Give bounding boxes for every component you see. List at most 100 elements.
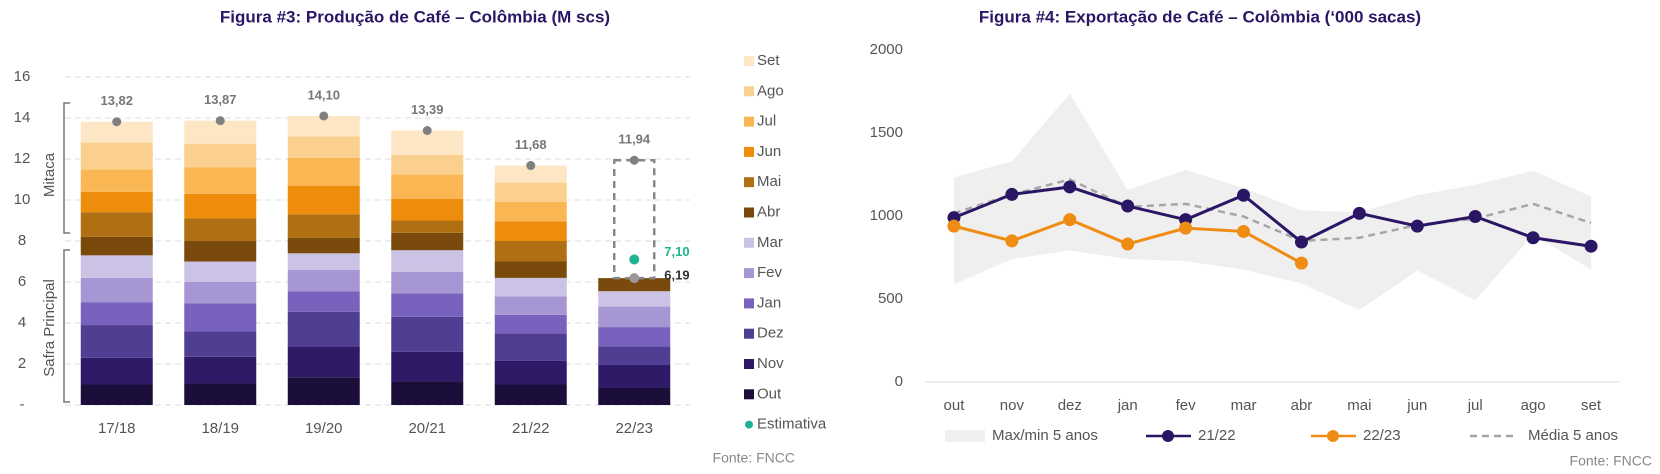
- bar-segment: [494, 360, 567, 385]
- y-tick-label: 2000: [870, 41, 903, 58]
- bar-segment: [494, 241, 567, 262]
- legend-swatch: [744, 298, 754, 309]
- series-line: [953, 185, 1592, 248]
- bar-segment: [391, 381, 464, 405]
- legend-label: Dez: [757, 325, 784, 342]
- bar-segment: [494, 384, 567, 405]
- y-tick-label: 16: [14, 68, 31, 85]
- bar-segment: [287, 253, 360, 270]
- bar-segment: [598, 291, 671, 307]
- x-tick-label: 19/20: [305, 420, 343, 437]
- bar-segment: [184, 241, 257, 262]
- series-marker: [1584, 239, 1598, 253]
- x-tick-label: abr: [1291, 397, 1313, 414]
- series-marker: [1121, 199, 1135, 213]
- y-tick-label: 6: [18, 273, 26, 290]
- y-tick-label: 8: [18, 232, 26, 249]
- series-marker: [1294, 235, 1308, 249]
- legend-swatch: [744, 177, 754, 188]
- legend-swatch: [744, 56, 754, 66]
- source: Fonte: FNCC: [713, 450, 795, 466]
- bar-segment: [184, 261, 257, 282]
- bar-segment: [184, 193, 257, 219]
- bar-segment: [80, 325, 153, 358]
- bar-segment: [494, 296, 567, 315]
- series-marker: [1005, 187, 1019, 201]
- bar-segment: [391, 198, 464, 221]
- bar-segment: [494, 314, 567, 334]
- legend-label: Out: [757, 385, 782, 402]
- x-tick-label: 20/21: [408, 420, 446, 437]
- legend-swatch: [744, 237, 754, 248]
- bar-segment: [287, 157, 360, 186]
- legend-label: Fev: [757, 264, 783, 281]
- legend-label: Abr: [757, 203, 780, 220]
- bar-segment: [184, 282, 257, 304]
- total-dot: [112, 117, 122, 127]
- legend-label: Mai: [757, 173, 781, 190]
- bar-segment: [184, 167, 257, 194]
- series-marker: [1294, 256, 1308, 270]
- bar-segment: [287, 115, 360, 137]
- series-marker: [1468, 209, 1482, 223]
- legend-swatch: [745, 420, 753, 429]
- legend-label: 21/22: [1198, 427, 1236, 444]
- x-tick-label: 21/22: [512, 420, 550, 437]
- x-tick-label: out: [944, 397, 966, 414]
- total-label: 11,94: [618, 132, 651, 147]
- chart-title: Figura #4: Exportação de Café – Colômbia…: [979, 7, 1421, 26]
- bar-segment: [287, 311, 360, 347]
- bar-segment: [391, 154, 464, 175]
- bar-segment: [184, 383, 257, 405]
- bar-segment: [494, 277, 567, 297]
- bar-segment: [80, 357, 153, 385]
- bar-segment: [184, 218, 257, 241]
- total-dot: [319, 111, 329, 121]
- legend-label: Média 5 anos: [1528, 427, 1618, 444]
- bar-segment: [494, 261, 567, 278]
- total-dot: [215, 116, 225, 126]
- bracket-label: Safra Principal: [41, 279, 58, 377]
- series-marker: [1237, 188, 1251, 202]
- x-tick-label: 22/23: [615, 420, 653, 437]
- bar-segment: [598, 346, 671, 366]
- total-label: 13,87: [204, 92, 237, 107]
- y-tick-label: 0: [895, 373, 903, 390]
- series-marker: [1121, 237, 1135, 251]
- legend-swatch: [744, 116, 754, 127]
- bar-segment: [184, 143, 257, 168]
- bar-segment: [391, 250, 464, 272]
- bar-segment: [80, 142, 153, 170]
- x-tick-label: jul: [1467, 397, 1483, 414]
- bar-segment: [80, 255, 153, 278]
- bar-segment: [80, 212, 153, 237]
- legend-label: 22/23: [1363, 427, 1401, 444]
- bar-segment: [391, 220, 464, 233]
- legend-label: Ago: [757, 82, 784, 99]
- bracket: [63, 102, 70, 403]
- y-tick-label: 4: [18, 314, 26, 331]
- partial-label: 6,19: [664, 268, 689, 283]
- bar-segment: [391, 351, 464, 382]
- bar-segment: [287, 377, 360, 405]
- legend-swatch: [744, 328, 754, 339]
- series-marker: [1005, 234, 1019, 248]
- total-dot: [526, 161, 536, 171]
- series-marker: [1526, 231, 1540, 245]
- estimate-label: 7,10: [664, 244, 689, 259]
- legend-label: Max/min 5 anos: [992, 427, 1098, 444]
- y-tick-label: 2: [18, 355, 26, 372]
- x-tick-label: nov: [1000, 397, 1025, 414]
- legend-label: Jul: [757, 113, 776, 130]
- partial-dot: [629, 273, 640, 284]
- bar-segment: [80, 277, 153, 303]
- legend-label: Estimativa: [757, 416, 827, 433]
- x-tick-label: set: [1581, 397, 1602, 414]
- chart-title: Figura #3: Produção de Café – Colômbia (…: [220, 7, 610, 26]
- total-label: 13,39: [411, 102, 444, 117]
- total-dot: [422, 126, 432, 136]
- x-tick-label: jan: [1117, 397, 1138, 414]
- bar-segment: [391, 293, 464, 317]
- source: Fonte: FNCC: [1570, 453, 1652, 469]
- x-tick-label: mar: [1231, 397, 1257, 414]
